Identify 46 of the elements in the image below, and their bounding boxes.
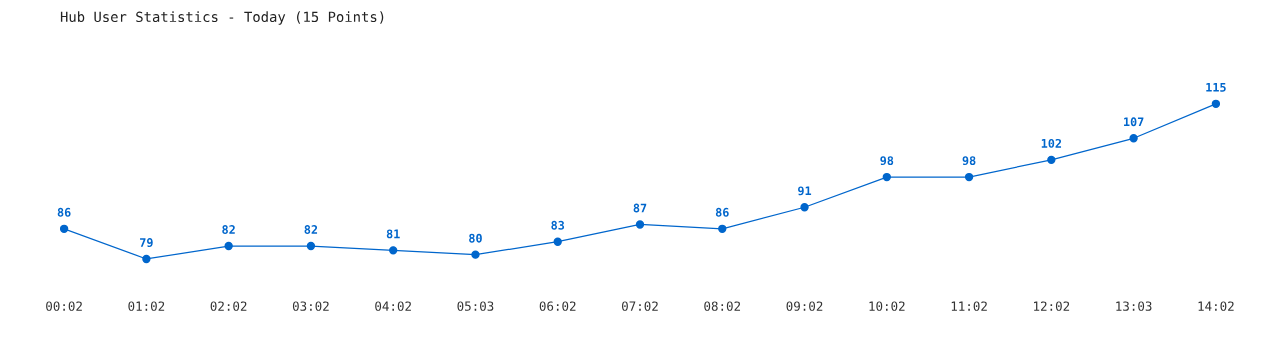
x-tick-label: 05:03	[457, 301, 494, 311]
point	[1211, 99, 1220, 108]
x-tick-label: 04:02	[375, 301, 411, 311]
point	[471, 250, 480, 259]
x-tick-label: 14:02	[1198, 301, 1234, 311]
point	[1129, 134, 1138, 143]
x-tick-label: 11:02	[951, 301, 987, 311]
chart-title: Hub User Statistics - Today (15 Points)	[60, 11, 384, 25]
data-label: 102	[1041, 138, 1062, 148]
x-tick-label: 00:02	[46, 301, 82, 311]
point	[718, 224, 727, 233]
data-label: 87	[633, 203, 647, 213]
point	[142, 254, 151, 264]
x-tick-label: 13:03	[1116, 301, 1152, 311]
data-label: 115	[1206, 83, 1226, 92]
x-tick-label: 08:02	[704, 301, 741, 311]
point	[224, 241, 233, 251]
point	[1047, 155, 1056, 164]
data-label: 86	[715, 207, 729, 217]
x-tick-label: 02:02	[210, 301, 247, 311]
x-tick-label: 06:02	[539, 301, 576, 311]
x-tick-label: 01:02	[128, 301, 165, 311]
point	[553, 237, 562, 246]
x-tick-label: 12:02	[1034, 301, 1070, 311]
data-label: 82	[222, 225, 235, 235]
data-label: 107	[1124, 117, 1144, 127]
point	[635, 220, 645, 229]
point	[306, 241, 316, 251]
data-label: 98	[880, 156, 894, 166]
data-label: 91	[798, 186, 812, 196]
point	[60, 224, 69, 233]
point	[882, 172, 891, 182]
x-tick-label: 03:02	[292, 301, 329, 311]
x-tick-label: 10:02	[869, 301, 905, 311]
data-label: 79	[140, 238, 153, 248]
x-tick-label: 09:02	[786, 301, 823, 311]
data-label: 98	[962, 156, 976, 166]
data-label: 86	[57, 207, 71, 217]
point	[389, 246, 398, 255]
data-label: 81	[386, 229, 400, 239]
data-label: 82	[304, 225, 318, 235]
point	[800, 203, 809, 212]
data-label: 80	[469, 233, 482, 243]
point	[964, 172, 974, 182]
data-label: 83	[551, 220, 565, 230]
x-tick-label: 07:02	[622, 301, 658, 311]
